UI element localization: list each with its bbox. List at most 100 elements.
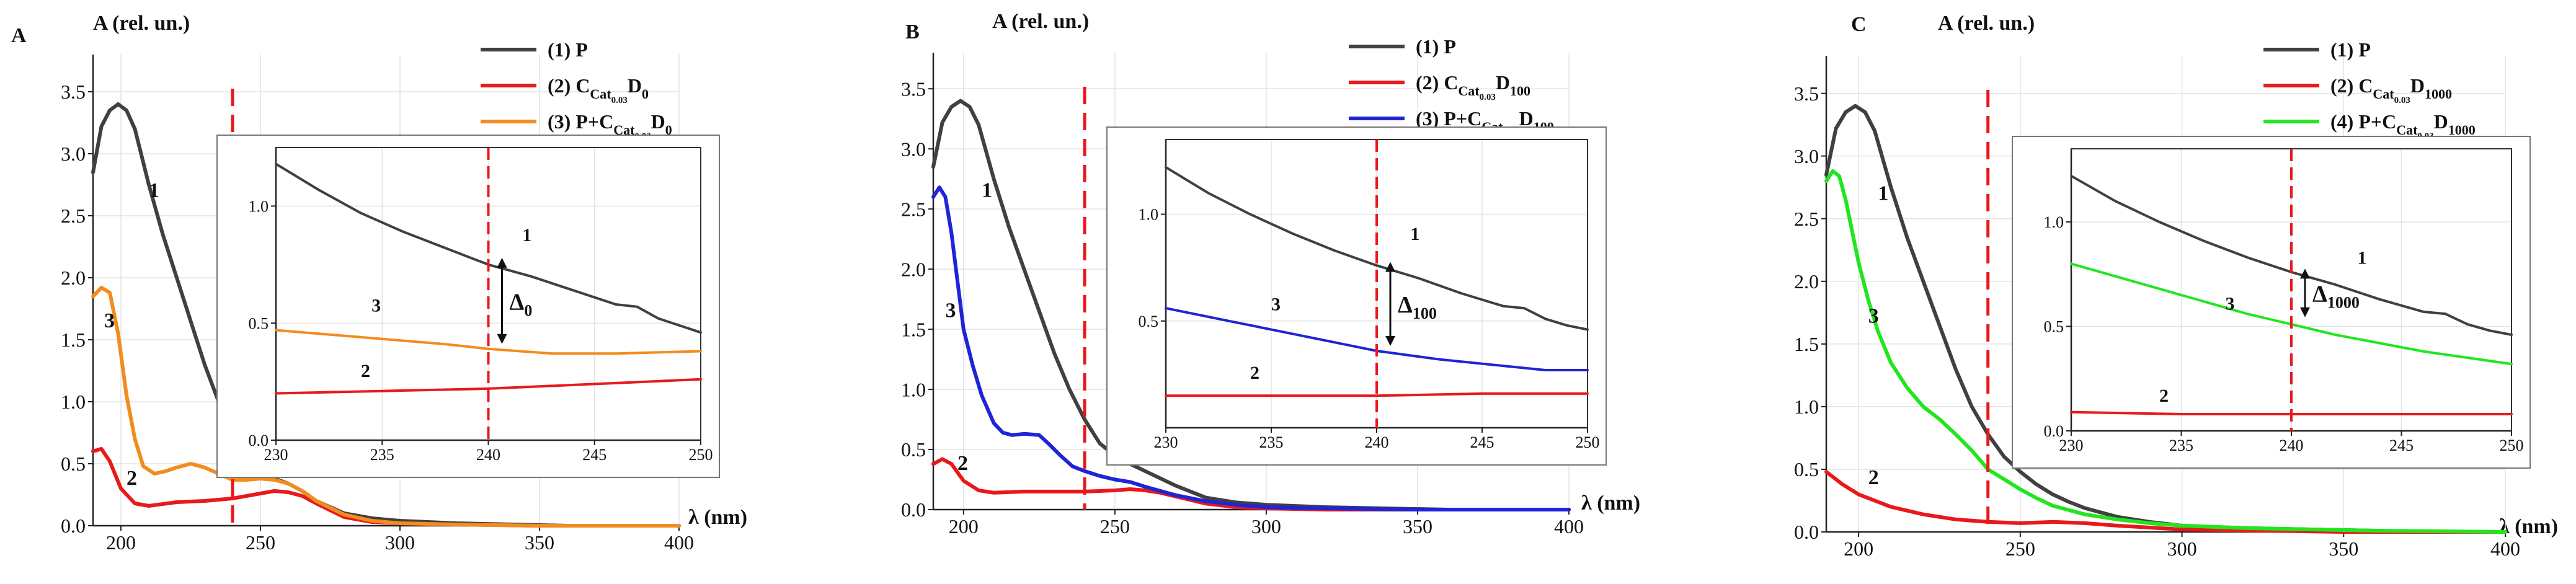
legend-entry-3: (4) P+CCat0.03D1000 bbox=[2330, 110, 2476, 141]
curve-label-2: 2 bbox=[1868, 466, 1879, 489]
series-line-2 bbox=[1824, 470, 2507, 534]
main-ytick-label: 1.5 bbox=[901, 318, 926, 340]
inset: 230 235 240 245 250 0.0 0.5 1.0 1 2 3 Δ1000 bbox=[2044, 148, 2524, 454]
main-xtick-label: 200 bbox=[106, 531, 136, 554]
inset-series-line-1 bbox=[1165, 166, 1589, 331]
curve-label-1: 1 bbox=[1878, 182, 1888, 205]
main-xtick-label: 350 bbox=[525, 531, 554, 554]
inset-xtick-label: 250 bbox=[689, 446, 713, 464]
inset-xtick-label: 230 bbox=[2059, 436, 2084, 454]
inset-series-line-3 bbox=[275, 329, 702, 355]
panel-label: C bbox=[1851, 13, 1867, 36]
delta-arrow-head-up bbox=[2300, 268, 2310, 279]
main-ytick-label: 0.5 bbox=[901, 438, 926, 461]
inset-xtick-label: 235 bbox=[2169, 436, 2193, 454]
legend-entry-2: (2) CCat0.03D0 bbox=[548, 74, 649, 105]
x-axis-label: λ (nm) bbox=[2499, 515, 2558, 538]
inset-xtick-label: 230 bbox=[264, 446, 288, 464]
inset-curve-label-1: 1 bbox=[1410, 224, 1419, 244]
legend-entry-1: (1) P bbox=[2330, 38, 2371, 61]
panel-c: C A (rel. un.) λ (nm) 200 250 300 350 400 0.0 0.5… bbox=[1794, 12, 2558, 560]
inset-ytick-label: 0.0 bbox=[2044, 422, 2064, 440]
inset-xtick-label: 240 bbox=[2280, 436, 2304, 454]
legend-entry-1: (1) P bbox=[1416, 35, 1456, 58]
main-xtick-label: 300 bbox=[385, 531, 415, 554]
main-xtick-label: 300 bbox=[1251, 515, 1281, 538]
main-xtick-label: 250 bbox=[246, 531, 275, 554]
legend-entry-3: (3) P+CCat0.03D0 bbox=[548, 110, 672, 141]
curve-label-3: 3 bbox=[104, 309, 115, 332]
main-ytick-label: 0.0 bbox=[901, 498, 926, 521]
main-ytick-label: 0.5 bbox=[1794, 458, 1819, 480]
inset-curve-label-3: 3 bbox=[371, 295, 381, 316]
main-ytick-label: 2.0 bbox=[61, 267, 86, 289]
main-ytick-label: 3.0 bbox=[901, 138, 926, 160]
delta-arrow-head-up bbox=[1385, 262, 1395, 272]
series-line-3 bbox=[1824, 169, 2507, 534]
curve-label-3: 3 bbox=[1868, 304, 1879, 327]
main-xtick-label: 200 bbox=[1844, 538, 1873, 560]
inset: 230 235 240 245 250 0.5 1.0 1 2 3 Δ100 bbox=[1139, 139, 1600, 451]
inset-series-line-3 bbox=[1165, 307, 1589, 371]
main-ytick-label: 0.0 bbox=[61, 515, 86, 537]
delta-label: Δ0 bbox=[510, 289, 533, 319]
panel-label: A bbox=[11, 24, 27, 47]
inset-curve-label-2: 2 bbox=[361, 361, 370, 381]
inset-curve-label-2: 2 bbox=[1250, 363, 1259, 383]
main-ytick-label: 2.0 bbox=[1794, 270, 1819, 293]
inset-xtick-label: 230 bbox=[1154, 433, 1178, 451]
series-line-3 bbox=[931, 185, 1571, 511]
main-ytick-label: 1.0 bbox=[901, 378, 926, 400]
inset-xtick-label: 240 bbox=[476, 446, 500, 464]
inset-xtick-label: 250 bbox=[1576, 433, 1600, 451]
inset-xtick-label: 235 bbox=[1259, 433, 1284, 451]
main-ytick-label: 2.5 bbox=[61, 205, 86, 227]
inset-ytick-label: 1.0 bbox=[2044, 213, 2064, 231]
x-axis-label: λ (nm) bbox=[688, 506, 747, 529]
inset-background bbox=[216, 135, 720, 478]
panel-label: B bbox=[905, 20, 920, 43]
main-xtick-label: 350 bbox=[1403, 515, 1432, 538]
delta-label: Δ1000 bbox=[2312, 281, 2360, 312]
main-ytick-label: 1.5 bbox=[1794, 333, 1819, 355]
main-ytick-label: 1.5 bbox=[61, 329, 86, 351]
main-ytick-label: 3.5 bbox=[901, 77, 926, 100]
y-axis-label: A (rel. un.) bbox=[1938, 12, 2035, 35]
inset: 230 235 240 245 250 0.0 0.5 1.0 1 2 3 Δ0 bbox=[249, 147, 713, 464]
panel-a: A A (rel. un.) λ (nm) 200 250 300 350 400 0.0 0.5… bbox=[11, 12, 747, 554]
y-axis-label: A (rel. un.) bbox=[93, 12, 190, 35]
inset-curve-label-1: 1 bbox=[2358, 247, 2367, 268]
inset-xtick-label: 240 bbox=[1365, 433, 1389, 451]
inset-ytick-label: 1.0 bbox=[249, 198, 269, 216]
inset-curve-label-2: 2 bbox=[2159, 386, 2169, 406]
main-ytick-label: 3.5 bbox=[1794, 82, 1819, 105]
inset-ytick-label: 1.0 bbox=[1139, 206, 1159, 224]
inset-ytick-label: 0.5 bbox=[2044, 318, 2064, 336]
main-ytick-label: 1.0 bbox=[1794, 396, 1819, 418]
x-axis-label: λ (nm) bbox=[1581, 492, 1640, 515]
inset-xtick-label: 235 bbox=[370, 446, 394, 464]
legend-entry-1: (1) P bbox=[548, 38, 588, 61]
delta-arrow-head-up bbox=[497, 257, 507, 268]
curve-label-1: 1 bbox=[149, 179, 159, 202]
inset-xtick-label: 245 bbox=[1470, 433, 1495, 451]
main-ytick-label: 2.5 bbox=[1794, 208, 1819, 230]
main-xtick-label: 300 bbox=[2167, 538, 2197, 560]
main-xtick-label: 400 bbox=[1554, 515, 1584, 538]
curve-label-2: 2 bbox=[957, 452, 968, 475]
inset-series-line-2 bbox=[275, 378, 702, 395]
main-xtick-label: 250 bbox=[1100, 515, 1130, 538]
main-ytick-label: 2.5 bbox=[901, 198, 926, 220]
delta-arrow-head-down bbox=[2300, 307, 2310, 317]
main-ytick-label: 0.5 bbox=[61, 453, 86, 475]
curve-label-3: 3 bbox=[946, 299, 956, 322]
inset-curve-label-3: 3 bbox=[2226, 294, 2235, 314]
curve-label-1: 1 bbox=[982, 179, 992, 202]
delta-arrow-head-down bbox=[497, 334, 507, 344]
inset-curve-label-1: 1 bbox=[522, 225, 531, 246]
y-axis-label: A (rel. un.) bbox=[992, 10, 1089, 33]
inset-xtick-label: 245 bbox=[582, 446, 606, 464]
main-ytick-label: 3.5 bbox=[61, 81, 86, 103]
main-xtick-label: 200 bbox=[949, 515, 979, 538]
